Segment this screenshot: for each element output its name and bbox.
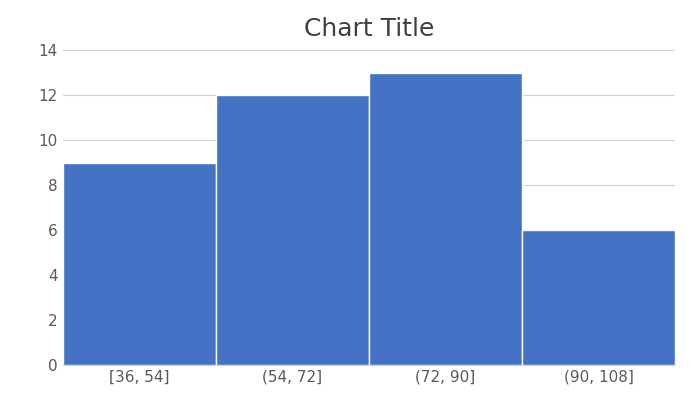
Bar <box>369 73 522 365</box>
Bar <box>216 95 369 365</box>
Title: Chart Title: Chart Title <box>303 18 434 41</box>
Bar <box>522 230 675 365</box>
Bar <box>63 163 216 365</box>
